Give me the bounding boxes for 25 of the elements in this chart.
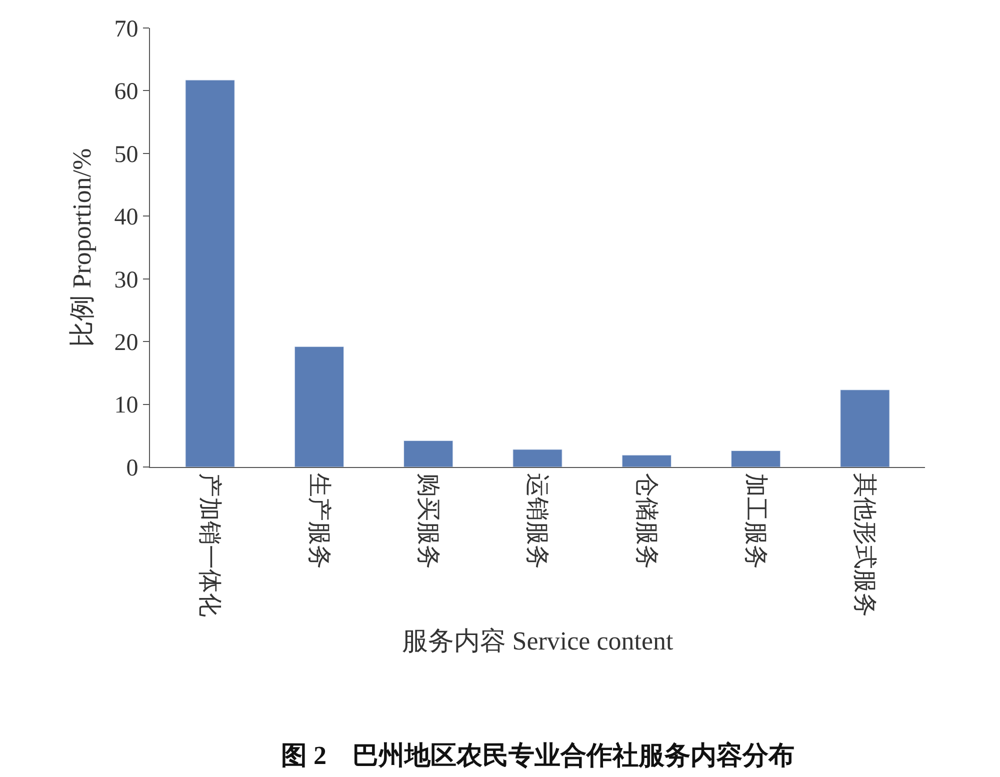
y-tick-label: 50 — [114, 142, 138, 168]
bar — [840, 390, 890, 467]
x-tick-label: 加工服务 — [742, 472, 768, 569]
y-tick-label: 40 — [114, 204, 138, 231]
y-tick-label: 20 — [114, 330, 138, 356]
y-axis-title: 比例 Proportion/% — [68, 148, 97, 347]
x-tick-label: 购买服务 — [414, 472, 441, 569]
y-tick-label: 10 — [114, 392, 138, 419]
x-tick-label: 其他形式服务 — [851, 472, 878, 617]
x-tick-label: 运销服务 — [524, 472, 550, 569]
text: 图 2 巴州地区农民专业合作社服务内容分布 — [281, 741, 794, 770]
x-tick-label: 产加销一体化 — [196, 472, 224, 617]
x-tick-label: 生产服务 — [305, 472, 332, 569]
x-tick-label: 仓储服务 — [632, 472, 659, 569]
y-tick-label: 0 — [126, 455, 138, 482]
bar — [731, 450, 781, 467]
y-tick-label: 60 — [114, 79, 138, 106]
bar — [622, 454, 672, 467]
x-axis-title: 服务内容 Service content — [402, 626, 674, 656]
bar — [512, 449, 562, 467]
bar — [294, 346, 344, 467]
y-tick-label: 70 — [114, 16, 138, 42]
bar — [404, 440, 454, 467]
bar — [185, 80, 235, 467]
y-tick-label: 30 — [114, 267, 138, 294]
